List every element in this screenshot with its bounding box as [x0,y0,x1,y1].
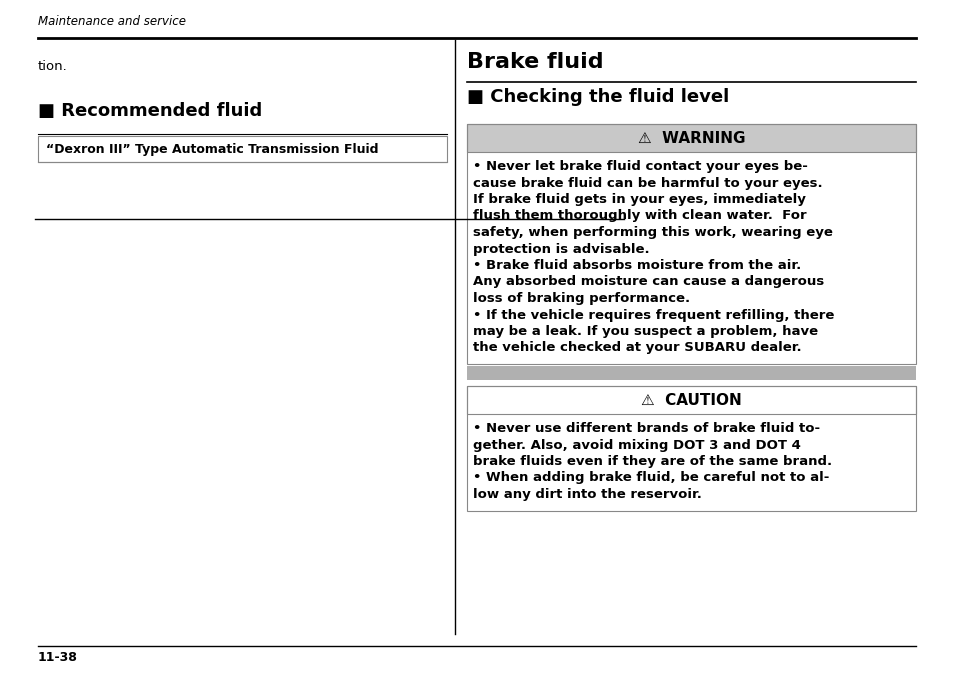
Text: If brake fluid gets in your eyes, immediately: If brake fluid gets in your eyes, immedi… [473,193,805,206]
Text: safety, when performing this work, wearing eye: safety, when performing this work, weari… [473,226,832,239]
Text: Maintenance and service: Maintenance and service [38,15,186,28]
Text: • Never let brake fluid contact your eyes be-: • Never let brake fluid contact your eye… [473,160,807,173]
Text: may be a leak. If you suspect a problem, have: may be a leak. If you suspect a problem,… [473,325,818,338]
Text: 11-38: 11-38 [38,651,78,664]
Text: protection is advisable.: protection is advisable. [473,243,649,255]
Text: • When adding brake fluid, be careful not to al-: • When adding brake fluid, be careful no… [473,472,828,485]
Text: the vehicle checked at your SUBARU dealer.: the vehicle checked at your SUBARU deale… [473,342,801,355]
Text: Brake fluid: Brake fluid [467,52,603,72]
Text: cause brake fluid can be harmful to your eyes.: cause brake fluid can be harmful to your… [473,177,821,189]
Bar [467,386,915,510]
Bar [467,386,915,414]
Bar [467,366,915,380]
Bar [38,136,447,162]
Text: ⚠  CAUTION: ⚠ CAUTION [640,392,741,408]
Text: ⚠  WARNING: ⚠ WARNING [638,131,744,146]
Bar [467,124,915,364]
Bar [467,124,915,152]
Text: ■ Recommended fluid: ■ Recommended fluid [38,102,262,120]
Text: • If the vehicle requires frequent refilling, there: • If the vehicle requires frequent refil… [473,309,834,321]
Text: brake fluids even if they are of the same brand.: brake fluids even if they are of the sam… [473,455,831,468]
Text: loss of braking performance.: loss of braking performance. [473,292,689,305]
Text: • Never use different brands of brake fluid to-: • Never use different brands of brake fl… [473,422,820,435]
Text: • Brake fluid absorbs moisture from the air.: • Brake fluid absorbs moisture from the … [473,259,801,272]
Text: “Dexron III” Type Automatic Transmission Fluid: “Dexron III” Type Automatic Transmission… [46,142,378,156]
Text: gether. Also, avoid mixing DOT 3 and DOT 4: gether. Also, avoid mixing DOT 3 and DOT… [473,439,800,452]
Text: tion.: tion. [38,60,68,73]
Text: low any dirt into the reservoir.: low any dirt into the reservoir. [473,488,701,501]
Text: flush them thoroughly with clean water.  For: flush them thoroughly with clean water. … [473,210,806,222]
Text: ■ Checking the fluid level: ■ Checking the fluid level [467,88,728,106]
Text: Any absorbed moisture can cause a dangerous: Any absorbed moisture can cause a danger… [473,276,823,288]
